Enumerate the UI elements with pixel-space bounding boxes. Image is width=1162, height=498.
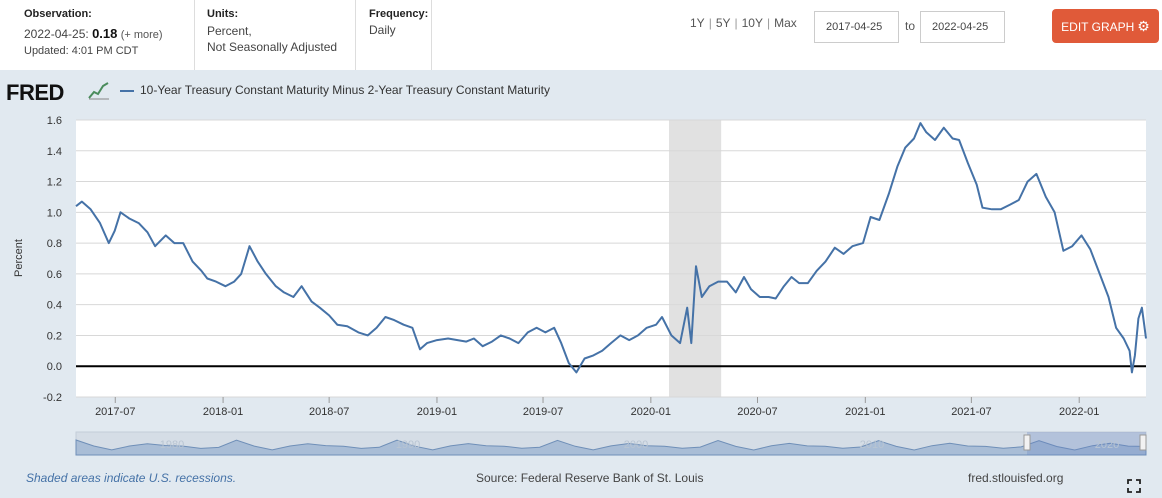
range-1y-button[interactable]: 1Y <box>690 16 705 30</box>
x-tick-label: 2018-07 <box>309 406 349 418</box>
x-tick-label: 2018-01 <box>203 406 243 418</box>
frequency-value: Daily <box>369 23 396 37</box>
navigator-year-label: 1990 <box>396 439 420 451</box>
end-date-input[interactable] <box>920 11 1005 43</box>
y-tick-label: 1.0 <box>47 207 62 219</box>
fred-logo: FRED <box>6 80 64 105</box>
site-url[interactable]: fred.stlouisfed.org <box>968 471 1064 485</box>
range-selector: 1Y | 5Y | 10Y | Max <box>690 16 797 30</box>
units-value: Percent, Not Seasonally Adjusted <box>207 23 355 55</box>
navigator-area <box>75 439 1147 456</box>
y-tick-label: 0.4 <box>47 300 62 312</box>
navigator-year-label: 2020 <box>1095 439 1119 451</box>
navigator-handle[interactable] <box>1139 434 1147 451</box>
recession-note: Shaded areas indicate U.S. recessions. <box>26 471 237 485</box>
observation-value: 0.18 <box>92 26 118 41</box>
fred-chart-icon <box>88 80 110 100</box>
observation-block: Observation: 2022-04-25: 0.18 (+ more) U… <box>24 8 194 57</box>
x-tick-label: 2022-01 <box>1059 406 1099 418</box>
observation-line: 2022-04-25: 0.18 (+ more) <box>24 26 194 41</box>
edit-graph-button[interactable]: EDIT GRAPH ⚙ <box>1052 9 1159 43</box>
range-separator: | <box>708 16 712 30</box>
range-separator: | <box>734 16 738 30</box>
navigator-selection[interactable] <box>1027 432 1146 455</box>
chart-svg: -0.2 0.0 0.2 0.4 0.6 0.8 1.0 1.2 1.4 1.6 2017-07 2… <box>13 115 1147 456</box>
navigator-year-label: 2010 <box>860 439 884 451</box>
navigator-year-label: 1980 <box>160 439 184 451</box>
y-tick-label: 1.6 <box>47 115 62 127</box>
y-tick-label: -0.2 <box>43 392 62 404</box>
y-axis-label: Percent <box>13 239 25 277</box>
units-block: Units: Percent, Not Seasonally Adjusted <box>194 0 356 70</box>
to-label: to <box>905 19 916 33</box>
x-tick-label: 2020-07 <box>737 406 777 418</box>
range-max-button[interactable]: Max <box>774 16 797 30</box>
range-separator: | <box>766 16 771 30</box>
y-tick-label: 1.4 <box>47 146 62 158</box>
x-tick-label: 2019-01 <box>417 406 457 418</box>
units-line2: Not Seasonally Adjusted <box>207 40 338 54</box>
x-tick-label: 2019-07 <box>523 406 563 418</box>
frequency-block: Frequency: Daily <box>357 0 432 70</box>
units-label: Units: <box>207 8 239 20</box>
y-tick-label: 0.2 <box>47 330 62 342</box>
start-date-input[interactable] <box>814 11 899 43</box>
series-line <box>75 122 1147 374</box>
y-tick-label: 1.2 <box>47 177 62 189</box>
observation-label: Observation: <box>24 8 92 20</box>
frequency-label: Frequency: <box>369 8 429 20</box>
x-tick-label: 2021-01 <box>845 406 885 418</box>
x-tick-label: 2017-07 <box>95 406 135 418</box>
y-tick-label: 0.6 <box>47 269 62 281</box>
legend-label: 10-Year Treasury Constant Maturity Minus… <box>140 83 550 97</box>
navigator-handle[interactable] <box>1023 434 1031 451</box>
source-text: Source: Federal Reserve Bank of St. Loui… <box>476 471 704 485</box>
units-line1: Percent, <box>207 24 252 38</box>
plot-area <box>76 120 1146 397</box>
recession-band <box>669 120 722 397</box>
x-tick-label: 2020-01 <box>631 406 671 418</box>
y-tick-label: 0.0 <box>47 361 62 373</box>
updated-time: Updated: 4:01 PM CDT <box>24 45 139 57</box>
y-tick-label: 0.8 <box>47 238 62 250</box>
range-5y-button[interactable]: 5Y <box>715 16 731 30</box>
range-10y-button[interactable]: 10Y <box>741 16 763 30</box>
observation-date: 2022-04-25: <box>24 27 89 41</box>
gear-icon: ⚙ <box>1137 18 1150 34</box>
observation-more-link[interactable]: (+ more) <box>120 29 163 41</box>
fullscreen-icon[interactable] <box>1127 479 1141 493</box>
edit-graph-label: EDIT GRAPH <box>1061 20 1135 34</box>
navigator-year-label: 2000 <box>624 439 648 451</box>
x-tick-label: 2021-07 <box>951 406 991 418</box>
legend-swatch <box>120 90 134 92</box>
header-bar: Observation: 2022-04-25: 0.18 (+ more) U… <box>0 0 1162 70</box>
